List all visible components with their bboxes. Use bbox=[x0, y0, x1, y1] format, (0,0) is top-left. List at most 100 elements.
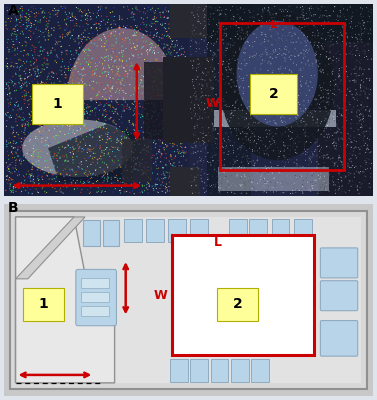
Point bbox=[261, 176, 267, 183]
Point bbox=[207, 132, 213, 139]
Point bbox=[222, 102, 228, 108]
Point bbox=[61, 3, 67, 10]
Point bbox=[92, 70, 98, 76]
Point bbox=[57, 25, 63, 32]
Point bbox=[290, 78, 296, 84]
Point bbox=[283, 24, 289, 31]
Point bbox=[155, 97, 161, 103]
Point bbox=[139, 147, 145, 153]
Point bbox=[212, 117, 218, 124]
Point bbox=[67, 144, 73, 151]
Point bbox=[169, 63, 175, 69]
Point bbox=[313, 176, 319, 182]
Point bbox=[96, 133, 102, 139]
Point bbox=[57, 154, 63, 160]
Point bbox=[163, 186, 169, 192]
Point bbox=[129, 9, 135, 15]
Point bbox=[132, 138, 138, 144]
Point bbox=[105, 40, 111, 46]
Point bbox=[293, 101, 299, 108]
Point bbox=[244, 190, 250, 196]
Point bbox=[95, 4, 101, 10]
Point bbox=[14, 130, 20, 136]
Point bbox=[238, 5, 244, 11]
Point bbox=[306, 96, 312, 103]
Point bbox=[206, 61, 212, 67]
Point bbox=[199, 89, 205, 95]
Point bbox=[165, 188, 171, 195]
Point bbox=[106, 102, 112, 108]
Point bbox=[102, 96, 108, 102]
Point bbox=[201, 38, 207, 44]
Point bbox=[290, 190, 296, 196]
Point bbox=[159, 152, 165, 158]
Point bbox=[277, 94, 284, 100]
Point bbox=[366, 108, 372, 114]
Point bbox=[343, 104, 349, 110]
Point bbox=[116, 187, 123, 194]
Point bbox=[13, 160, 19, 166]
Point bbox=[96, 116, 102, 122]
Point bbox=[25, 147, 31, 153]
Point bbox=[114, 146, 120, 153]
Point bbox=[190, 190, 196, 196]
Point bbox=[181, 80, 187, 86]
Point bbox=[248, 179, 254, 185]
Point bbox=[317, 66, 323, 72]
Point bbox=[342, 48, 348, 55]
Point bbox=[178, 46, 184, 52]
Point bbox=[250, 103, 256, 109]
Point bbox=[38, 80, 44, 87]
Point bbox=[13, 81, 19, 87]
Point bbox=[55, 139, 61, 146]
Point bbox=[343, 34, 349, 41]
Point bbox=[32, 68, 38, 75]
Point bbox=[285, 126, 291, 133]
Point bbox=[174, 171, 180, 178]
Point bbox=[164, 71, 170, 77]
Point bbox=[137, 164, 143, 170]
Point bbox=[26, 80, 32, 86]
Point bbox=[303, 187, 309, 193]
Point bbox=[218, 122, 224, 128]
Point bbox=[291, 30, 297, 36]
Point bbox=[32, 59, 38, 66]
Point bbox=[131, 111, 137, 118]
Point bbox=[181, 185, 187, 192]
Point bbox=[67, 28, 73, 34]
Point bbox=[84, 102, 90, 108]
Point bbox=[210, 126, 216, 133]
Point bbox=[14, 6, 20, 13]
Point bbox=[273, 11, 279, 17]
Point bbox=[19, 5, 25, 12]
Point bbox=[297, 163, 303, 170]
Point bbox=[248, 89, 254, 96]
Point bbox=[19, 62, 25, 68]
Point bbox=[149, 154, 155, 161]
Point bbox=[205, 142, 211, 148]
Point bbox=[241, 50, 247, 56]
Point bbox=[348, 30, 354, 36]
Point bbox=[14, 121, 20, 128]
Point bbox=[251, 126, 257, 132]
Point bbox=[89, 74, 95, 80]
Point bbox=[323, 91, 329, 97]
Point bbox=[116, 25, 123, 31]
Point bbox=[245, 124, 251, 131]
Point bbox=[121, 64, 127, 71]
Point bbox=[90, 155, 96, 162]
Point bbox=[281, 148, 287, 154]
Point bbox=[69, 129, 75, 136]
Point bbox=[11, 183, 17, 190]
Point bbox=[288, 181, 294, 187]
Point bbox=[170, 6, 176, 13]
Point bbox=[317, 146, 323, 153]
Point bbox=[223, 26, 229, 32]
Point bbox=[341, 188, 347, 194]
Point bbox=[262, 31, 268, 38]
Point bbox=[172, 184, 178, 191]
Point bbox=[121, 103, 127, 110]
Point bbox=[182, 110, 188, 116]
Point bbox=[84, 149, 90, 156]
Point bbox=[361, 22, 367, 29]
